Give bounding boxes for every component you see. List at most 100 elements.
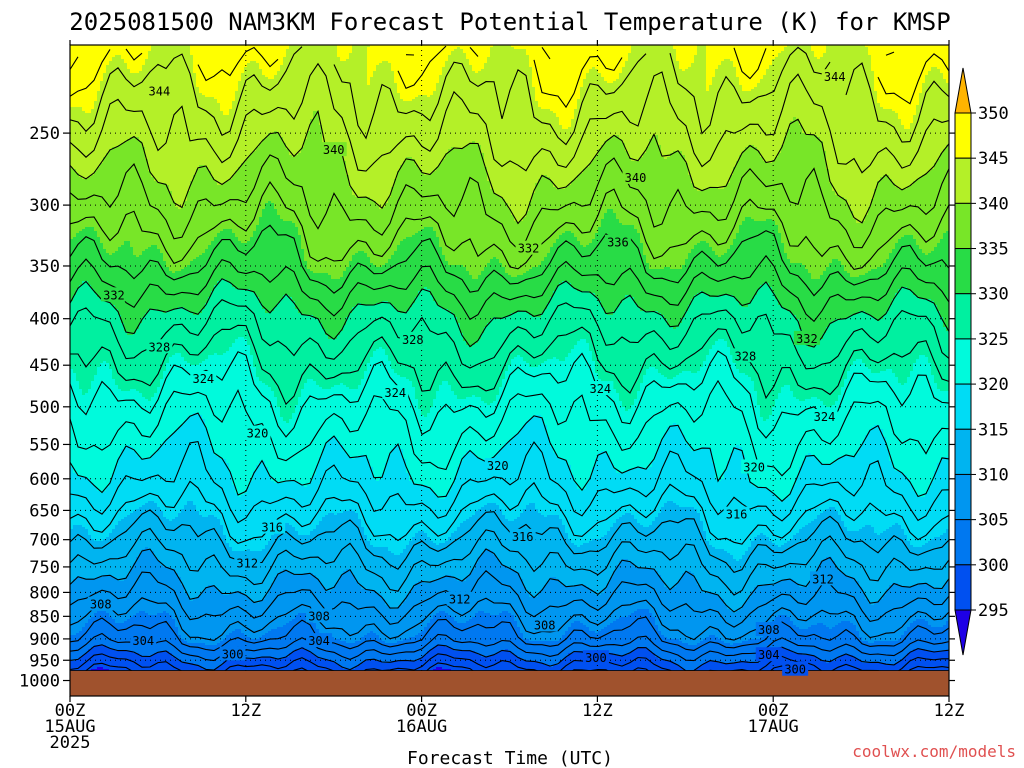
contour-label-bg xyxy=(306,633,333,648)
contour-label: 300 xyxy=(222,647,244,661)
y-tick-label: 750 xyxy=(29,558,60,578)
colorbar-top-arrow xyxy=(954,67,972,114)
x-tick-label: 15AUG xyxy=(44,717,95,737)
contour-label: 324 xyxy=(589,382,611,396)
contour-label-bg xyxy=(234,555,261,570)
y-tick-label: 600 xyxy=(29,470,60,490)
colorbar-segment xyxy=(954,248,972,295)
contour-line-302 xyxy=(70,632,949,662)
y-tick-label: 350 xyxy=(29,257,60,277)
contour-label: 312 xyxy=(449,593,471,607)
contour-label-bg xyxy=(244,425,271,440)
contour-label-bg xyxy=(306,608,333,623)
y-tick-label: 650 xyxy=(29,501,60,521)
colorbar-segment xyxy=(954,112,972,159)
colorbar-segment xyxy=(954,293,972,340)
ground-layer xyxy=(69,670,950,697)
colorbar-label: 305 xyxy=(978,511,1009,531)
contour-line-322 xyxy=(70,379,949,477)
contour-label: 308 xyxy=(534,619,556,633)
colorbar-label: 345 xyxy=(978,149,1009,169)
y-tick-label: 550 xyxy=(29,435,60,455)
contour-label: 304 xyxy=(132,634,154,648)
contour-label-bg xyxy=(587,381,614,396)
contour-line-346 xyxy=(70,45,949,109)
colorbar-label: 340 xyxy=(978,194,1009,214)
y-tick-label: 700 xyxy=(29,531,60,551)
contour-label: 332 xyxy=(796,332,818,346)
contour-line-304 xyxy=(70,616,949,652)
contour-label: 312 xyxy=(812,572,834,586)
contour-label-bg xyxy=(723,506,750,521)
contour-line-320 xyxy=(70,412,949,502)
contour-line-308 xyxy=(70,570,949,628)
y-tick-label: 250 xyxy=(29,124,60,144)
contour-label-bg xyxy=(320,142,347,157)
contour-label-bg xyxy=(259,519,286,534)
x-tick-label: 00Z xyxy=(55,701,86,721)
contour-label-bg xyxy=(604,234,631,249)
contour-label: 344 xyxy=(149,85,171,99)
colorbar-segment xyxy=(954,202,972,250)
colorbar-label: 295 xyxy=(978,601,1009,621)
colorbar-label: 315 xyxy=(978,420,1009,440)
chart-title: 2025081500 NAM3KM Forecast Potential Tem… xyxy=(69,8,950,36)
contour-line-334 xyxy=(70,224,949,297)
contour-label: 320 xyxy=(247,427,269,441)
contour-label: 312 xyxy=(236,557,258,571)
contour-line-328 xyxy=(70,299,949,370)
contour-line-348 xyxy=(70,46,895,70)
colorbar-label: 335 xyxy=(978,240,1009,260)
x-tick-label: 2025 xyxy=(50,733,91,753)
contour-label: 316 xyxy=(512,530,534,544)
contour-label: 340 xyxy=(625,171,647,185)
contour-label-bg xyxy=(484,458,511,473)
colorbar-segment xyxy=(954,473,972,521)
y-axis: 250 300 350 400 450 500 550 600 650 700 750 800 850 9… xyxy=(19,124,955,692)
y-tick-label: 300 xyxy=(29,196,60,216)
colorbar-label: 350 xyxy=(978,104,1009,124)
contour-label: 300 xyxy=(784,663,806,677)
contour-label: 328 xyxy=(149,340,171,354)
contour-label-bg xyxy=(446,591,473,606)
contour-label: 336 xyxy=(607,236,629,250)
colorbar-label: 320 xyxy=(978,375,1009,395)
contour-label-bg xyxy=(100,287,127,302)
colorbar-segment xyxy=(954,157,972,204)
contour-label-bg xyxy=(782,661,809,676)
y-tick-label: 1000 xyxy=(19,672,60,692)
contour-label: 308 xyxy=(308,609,330,623)
plot-frame xyxy=(69,44,950,697)
x-tick-label: 12Z xyxy=(230,701,261,721)
y-tick-label: 400 xyxy=(29,310,60,330)
contour-line-310 xyxy=(70,548,949,613)
contour-label-bg xyxy=(130,633,157,648)
contour-line-326 xyxy=(70,324,949,406)
contour-label: 324 xyxy=(814,410,836,424)
contour-label: 332 xyxy=(103,288,125,302)
contour-line-344 xyxy=(70,46,949,146)
colorbar-label: 325 xyxy=(978,330,1009,350)
y-tick-label: 450 xyxy=(29,356,60,376)
contour-label-bg xyxy=(793,330,820,345)
colorbar-segment xyxy=(954,383,972,430)
x-axis-title: Forecast Time (UTC) xyxy=(407,748,613,768)
contour-label: 328 xyxy=(735,349,757,363)
contour-label-bg xyxy=(190,371,217,386)
y-tick-label: 500 xyxy=(29,398,60,418)
contour-label: 340 xyxy=(323,143,345,157)
x-tick-label: 12Z xyxy=(582,701,613,721)
colorbar-bottom-arrow xyxy=(954,609,972,656)
contour-line-300 xyxy=(70,644,949,672)
colorbar-label: 300 xyxy=(978,556,1009,576)
contour-label-bg xyxy=(732,348,759,363)
contour-fill xyxy=(70,45,949,696)
contour-label-bg xyxy=(582,650,609,665)
contour-label: 300 xyxy=(585,651,607,665)
contour-label: 304 xyxy=(758,648,780,662)
contour-label-bg xyxy=(755,647,782,662)
y-tick-label: 900 xyxy=(29,630,60,650)
x-tick-label: 17AUG xyxy=(748,717,799,737)
contour-label-bg xyxy=(811,408,838,423)
